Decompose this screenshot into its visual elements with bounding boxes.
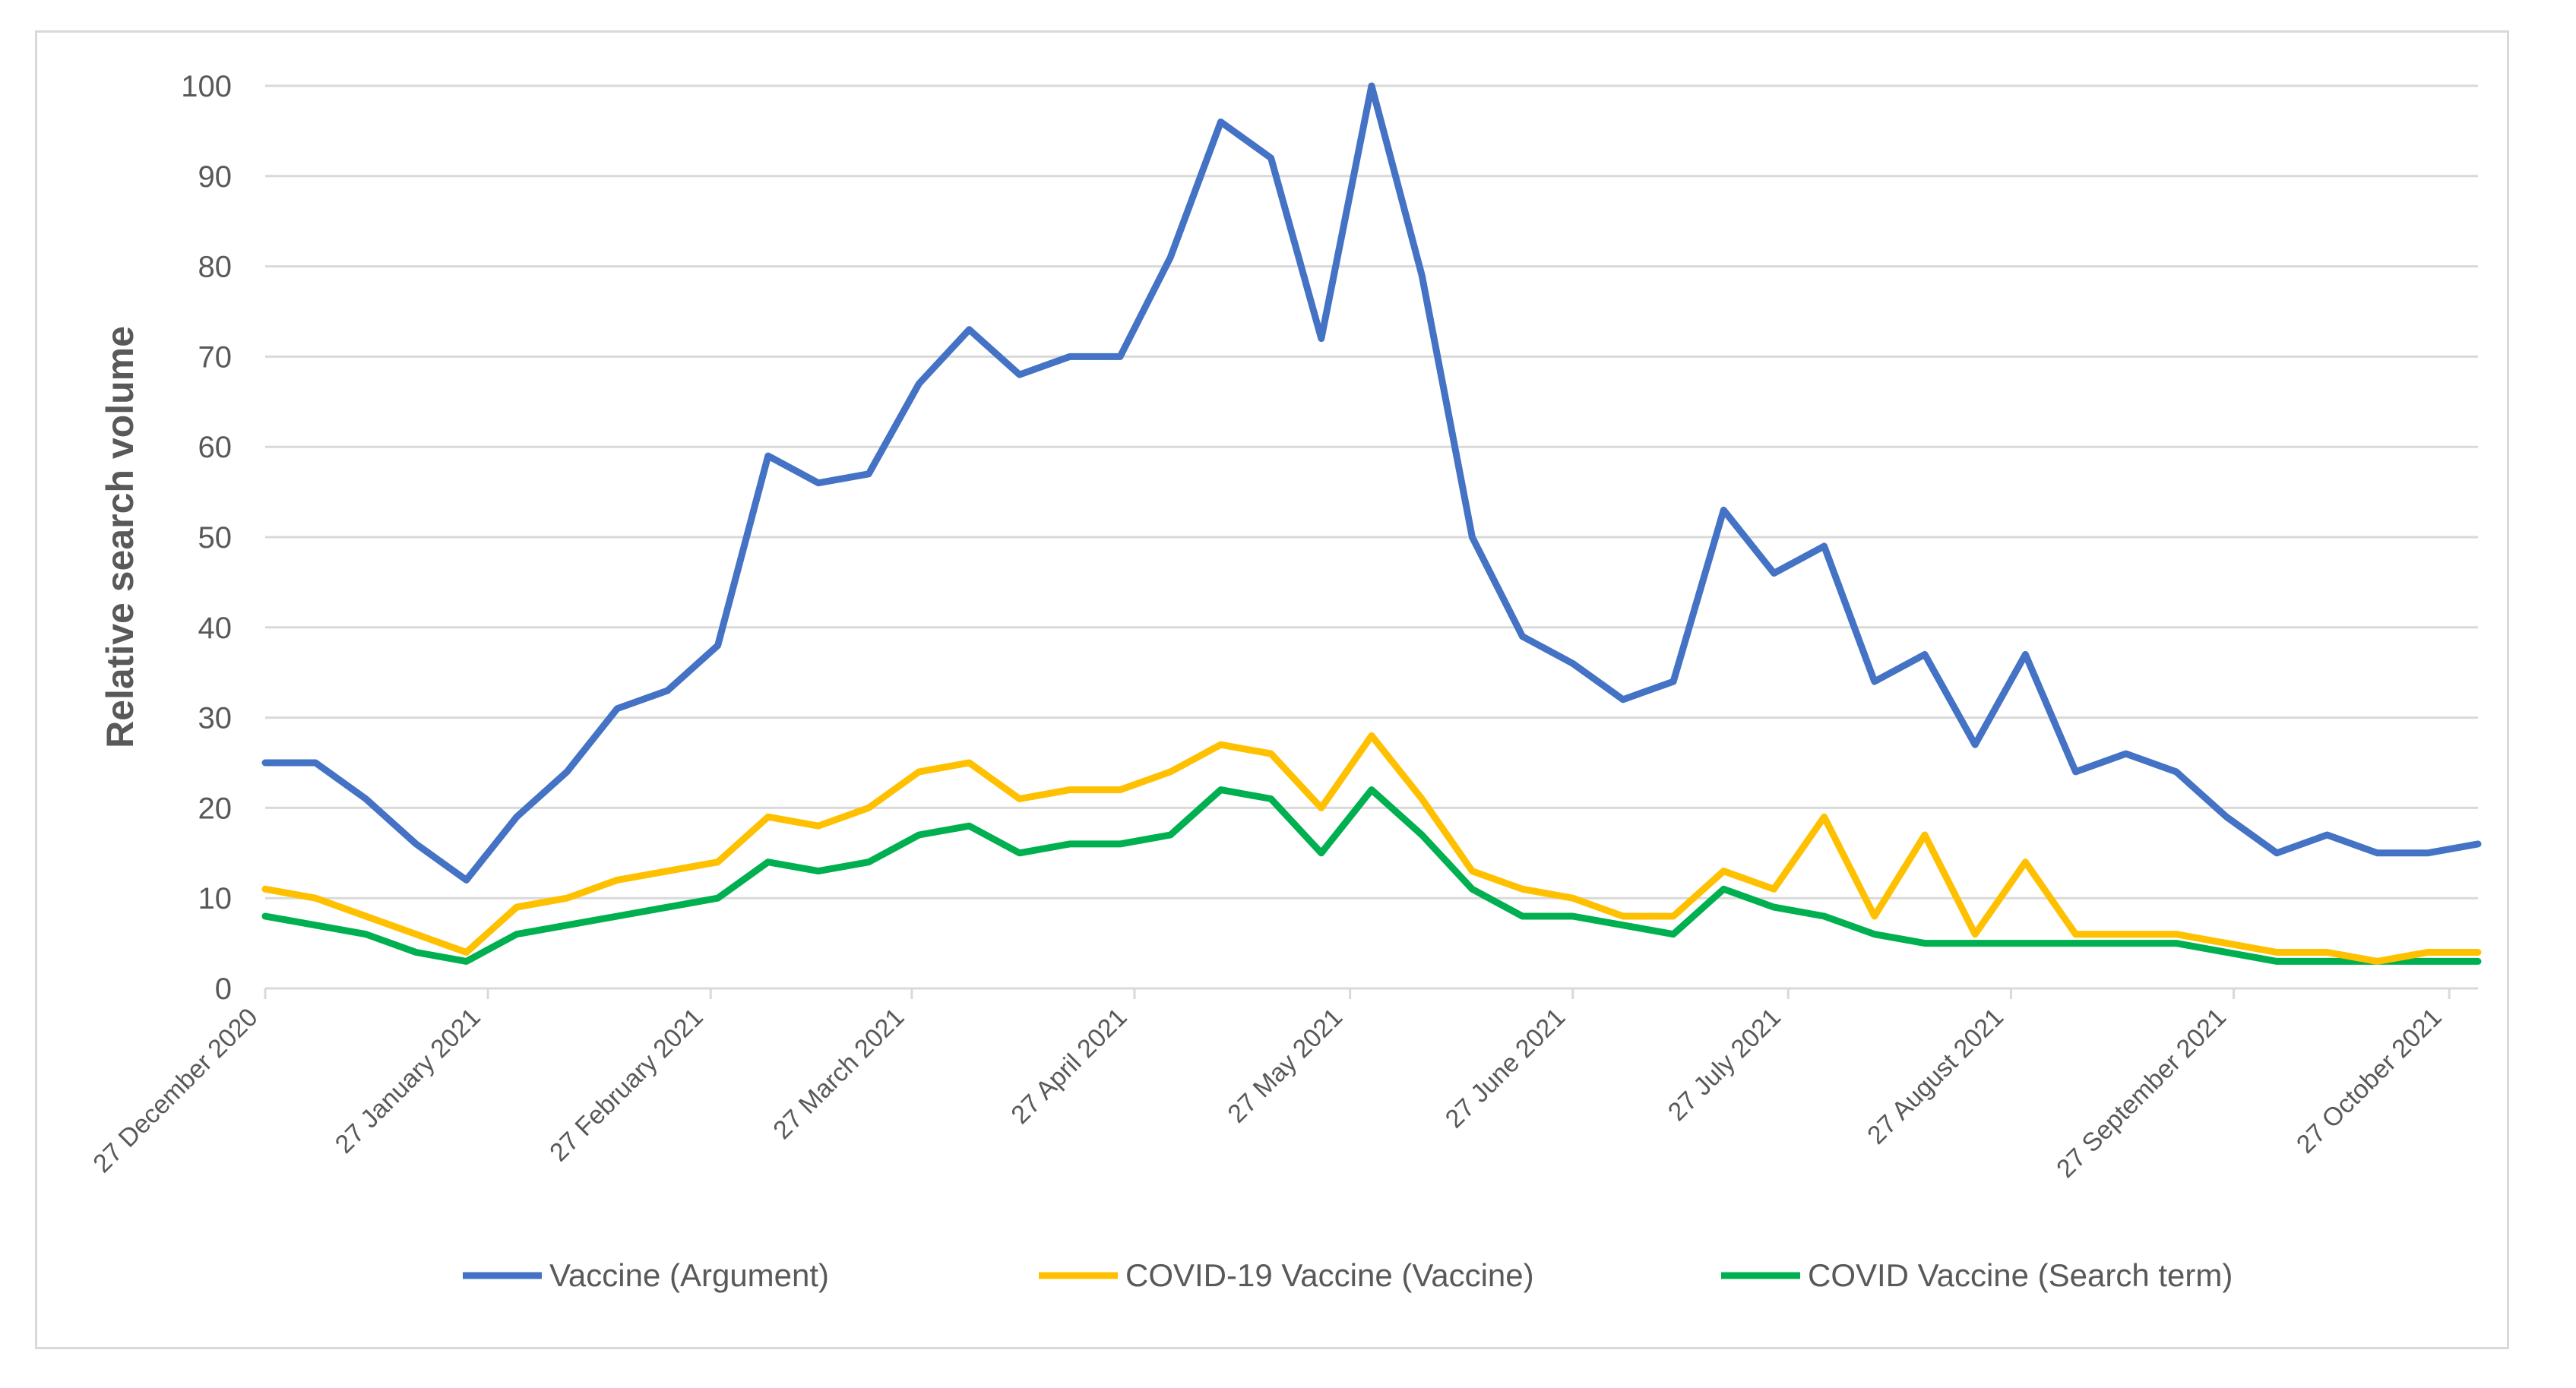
x-tick-label: 27 September 2021 — [2051, 1003, 2232, 1184]
y-tick-label: 70 — [198, 340, 233, 374]
x-tick-label: 27 June 2021 — [1440, 1003, 1571, 1134]
x-tick-label: 27 August 2021 — [1862, 1003, 2009, 1150]
legend-label: Vaccine (Argument) — [549, 1257, 829, 1293]
series-lines — [261, 82, 2482, 965]
y-tick-label: 60 — [198, 431, 233, 464]
y-tick-label: 100 — [181, 70, 232, 103]
y-tick-label: 30 — [198, 702, 233, 735]
chart-frame: 0 10 20 30 40 50 60 70 80 90 100 27 December 2020 2… — [35, 30, 2509, 1349]
x-tick-label: 27 January 2021 — [330, 1003, 486, 1159]
legend-label: COVID-19 Vaccine (Vaccine) — [1125, 1257, 1534, 1293]
x-tick-label: 27 April 2021 — [1005, 1003, 1132, 1130]
series-line-covid-vaccine-search-term — [261, 786, 2482, 965]
series-line-vaccine-argument — [261, 82, 2482, 884]
gridlines — [265, 84, 2478, 900]
legend: Vaccine (Argument) COVID-19 Vaccine (Vacc… — [463, 1257, 2233, 1293]
x-tick-label: 27 February 2021 — [544, 1003, 709, 1168]
y-tick-label: 90 — [198, 160, 233, 194]
y-tick-label: 40 — [198, 612, 233, 645]
x-tick-label: 27 October 2021 — [2291, 1003, 2448, 1159]
y-tick-label: 0 — [215, 972, 232, 1006]
series-line-covid-19-vaccine-vaccine — [261, 732, 2482, 965]
y-axis-label: Relative search volume — [99, 326, 141, 748]
x-tick-label: 27 July 2021 — [1663, 1003, 1786, 1127]
x-tick-label: 27 December 2020 — [87, 1003, 263, 1178]
x-tick-label: 27 March 2021 — [767, 1003, 910, 1145]
y-tick-label: 20 — [198, 792, 233, 825]
x-tick-label: 27 May 2021 — [1222, 1003, 1348, 1129]
legend-label: COVID Vaccine (Search term) — [1808, 1257, 2233, 1293]
y-axis-ticks: 0 10 20 30 40 50 60 70 80 90 100 — [181, 70, 232, 1006]
y-tick-label: 10 — [198, 882, 233, 915]
x-axis-ticks: 27 December 2020 27 January 2021 27 Februa… — [87, 988, 2451, 1184]
y-tick-label: 50 — [198, 521, 233, 555]
y-tick-label: 80 — [198, 251, 233, 284]
